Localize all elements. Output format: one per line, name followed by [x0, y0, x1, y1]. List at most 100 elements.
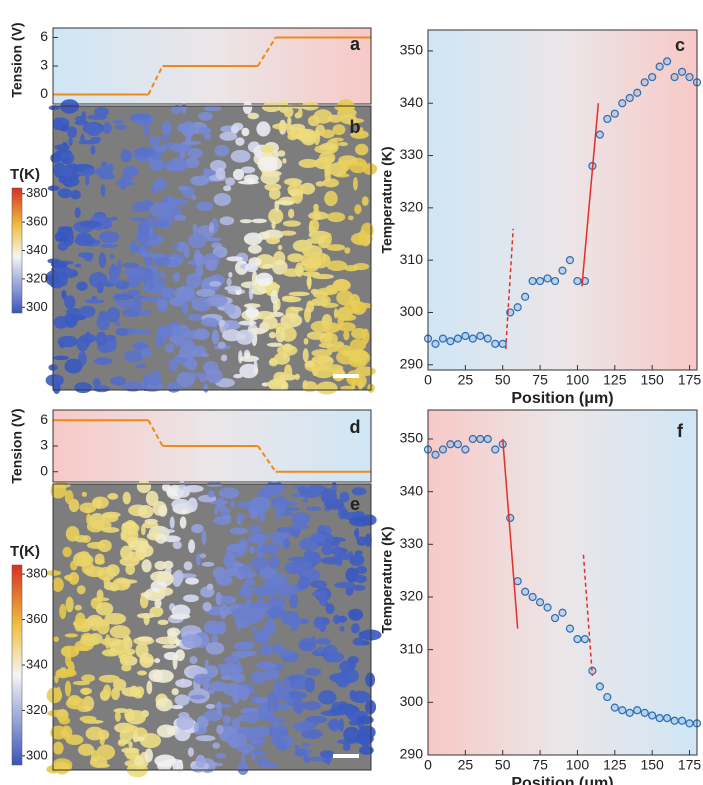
hot-spot [245, 578, 256, 587]
hot-spot [333, 341, 345, 348]
hot-spot [57, 668, 77, 678]
y-tick-label: 310 [400, 251, 424, 267]
y-axis-title: Temperature (K) [379, 146, 395, 253]
x-tick-label: 175 [678, 757, 702, 773]
hot-spot [175, 649, 185, 662]
plot-background [428, 30, 697, 370]
hot-spot [338, 718, 344, 733]
colorbar [11, 564, 23, 766]
hot-spot [83, 252, 94, 262]
data-point [677, 67, 687, 76]
hot-spot [354, 732, 374, 745]
hot-spot [355, 565, 368, 575]
data-point [603, 692, 612, 702]
hot-spot [53, 636, 60, 642]
data-point [528, 592, 537, 602]
hot-spot [220, 354, 228, 362]
hot-spot [169, 258, 180, 267]
hot-spot [304, 677, 316, 693]
data-point [663, 57, 672, 66]
hot-spot [226, 277, 232, 287]
hot-spot [195, 264, 204, 277]
hot-spot [81, 674, 96, 683]
colorbar-tick-label: 380 [26, 185, 48, 200]
tension-segment [257, 445, 277, 473]
hot-spot [205, 703, 216, 709]
hot-spot [174, 726, 191, 742]
hot-spot [172, 244, 180, 249]
hot-spot [140, 200, 154, 208]
hot-spot [161, 644, 177, 649]
hot-spot [251, 626, 257, 633]
hot-spot [287, 116, 292, 126]
data-point [535, 276, 545, 286]
data-point [453, 440, 462, 449]
data-point [640, 78, 649, 87]
hot-spot [64, 358, 83, 374]
hot-spot [148, 370, 162, 386]
hot-spot [251, 218, 267, 224]
hot-spot [243, 567, 251, 574]
hot-spot [76, 585, 86, 595]
hot-spot [183, 594, 199, 603]
data-point [633, 88, 642, 97]
hot-spot [153, 178, 167, 191]
hot-spot [183, 561, 193, 571]
hot-spot [230, 149, 251, 163]
hot-spot [333, 543, 340, 558]
hot-spot [146, 680, 153, 695]
hot-spot [139, 733, 162, 749]
x-tick-label: 75 [532, 757, 548, 773]
hot-spot [168, 325, 187, 339]
hot-spot [179, 516, 187, 529]
hot-spot [318, 342, 334, 349]
hot-spot [248, 525, 263, 534]
hot-spot [120, 149, 133, 163]
hot-spot [54, 231, 68, 243]
hot-spot [223, 553, 236, 568]
hot-spot [156, 724, 176, 738]
hot-spot [92, 378, 101, 388]
hot-spot [301, 742, 311, 748]
hot-spot [261, 144, 274, 154]
y-tick-label: 320 [400, 199, 424, 215]
hot-spot [150, 571, 172, 583]
hot-spot [351, 162, 366, 167]
data-point [491, 339, 500, 348]
hot-spot [303, 337, 309, 345]
hot-spot [201, 561, 215, 567]
hot-spot [193, 249, 202, 264]
hot-spot [241, 127, 250, 137]
hot-spot [282, 220, 301, 227]
colorbar-tick-label: 340 [26, 656, 48, 671]
hot-spot [197, 111, 213, 121]
hot-spot [54, 144, 70, 151]
hot-spot [339, 626, 345, 632]
hot-spot [268, 358, 279, 367]
hot-spot [254, 587, 269, 596]
hot-spot [351, 584, 366, 591]
hot-spot [304, 360, 314, 368]
plot-frame [52, 409, 372, 483]
data-point [506, 513, 515, 523]
hot-spot [282, 158, 287, 164]
data-point [461, 331, 470, 341]
hot-spot [302, 498, 309, 503]
fit-line [504, 228, 514, 350]
hot-spot [125, 563, 136, 575]
hot-spot [148, 669, 164, 683]
plot-frame [52, 105, 372, 391]
hot-spot [247, 112, 260, 120]
hot-spot [255, 272, 274, 287]
hot-spot [277, 500, 298, 507]
hot-spot [288, 189, 304, 196]
hot-spot [332, 279, 351, 292]
hot-spot [362, 163, 378, 175]
x-tick-label: 175 [678, 372, 702, 388]
hot-spot [305, 506, 322, 511]
hot-spot [275, 737, 287, 751]
hot-spot [302, 701, 321, 711]
hot-spot [226, 256, 243, 262]
data-point [461, 445, 470, 454]
hot-spot [325, 603, 335, 615]
